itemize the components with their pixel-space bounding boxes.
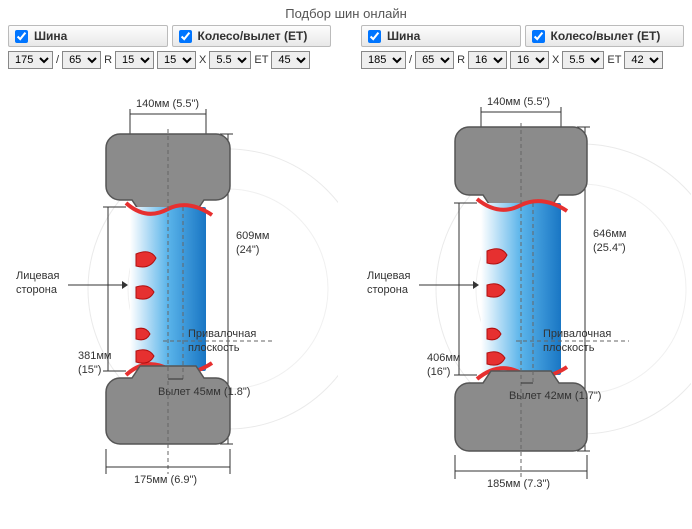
dim-outer-left: 609мм: [236, 230, 269, 242]
wheel-checkbox-right[interactable]: [532, 30, 545, 43]
right-column: Шина Колесо/вылет (ET) 185 / 65 R 16 16 …: [361, 25, 684, 509]
dim-bottom-left: 175мм (6.9"): [134, 474, 197, 486]
face-side2-left: сторона: [16, 284, 58, 296]
face-side-left: Лицевая: [16, 270, 59, 282]
rimd-select-left[interactable]: 15: [115, 51, 154, 69]
r-label: R: [104, 54, 112, 66]
dim-outer2-right: (25.4"): [593, 242, 626, 254]
rimd-select-right[interactable]: 16: [468, 51, 507, 69]
dim-bottom-right: 185мм (7.3"): [487, 478, 550, 490]
rimw-select-left[interactable]: 5.5: [209, 51, 251, 69]
offset-right: Вылет 42мм (1.7"): [509, 390, 601, 402]
face-side2-right: сторона: [367, 284, 409, 296]
offset-left: Вылет 45мм (1.8"): [158, 386, 250, 398]
tire-header-label-r: Шина: [387, 29, 420, 43]
et-select-right[interactable]: 42: [624, 51, 663, 69]
rimd2-select-right[interactable]: 16: [510, 51, 549, 69]
wheel-header-label: Колесо/вылет (ET): [198, 29, 308, 43]
controls-left: 175 / 65 R 15 15 X 5.5 ET 45: [8, 51, 331, 69]
rimw-select-right[interactable]: 5.5: [562, 51, 604, 69]
tire-header-label: Шина: [34, 29, 67, 43]
dim-top-left: 140мм (5.5"): [136, 98, 199, 110]
rimd2-select-left[interactable]: 15: [157, 51, 196, 69]
aspect-select-left[interactable]: 65: [62, 51, 101, 69]
dim-inner2-left: (15"): [78, 364, 101, 376]
slash: /: [56, 54, 59, 66]
x-label: X: [199, 54, 206, 66]
tire-checkbox-left[interactable]: [15, 30, 28, 43]
dim-inner2-right: (16"): [427, 366, 450, 378]
width-select-right[interactable]: 185: [361, 51, 406, 69]
tire-header-left[interactable]: Шина: [8, 25, 168, 47]
et-label: ET: [254, 54, 268, 66]
wheel-header-right[interactable]: Колесо/вылет (ET): [525, 25, 685, 47]
left-column: Шина Колесо/вылет (ET) 175 / 65 R 15 15 …: [8, 25, 331, 509]
dim-inner-left: 381мм: [78, 350, 111, 362]
tire-checkbox-right[interactable]: [368, 30, 381, 43]
aspect-select-right[interactable]: 65: [415, 51, 454, 69]
mount-plane-right: Привалочная: [543, 328, 611, 340]
diagram-left: 140мм (5.5") 609мм (24"): [8, 79, 331, 509]
mount-plane2-right: плоскость: [543, 342, 595, 354]
page-title: Подбор шин онлайн: [0, 0, 692, 25]
wheel-header-left[interactable]: Колесо/вылет (ET): [172, 25, 332, 47]
et-select-left[interactable]: 45: [271, 51, 310, 69]
dim-top-right: 140мм (5.5"): [487, 96, 550, 108]
dim-inner-right: 406мм: [427, 352, 460, 364]
width-select-left[interactable]: 175: [8, 51, 53, 69]
mount-plane2-left: плоскость: [188, 342, 240, 354]
dim-outer-right: 646мм: [593, 228, 626, 240]
mount-plane-left: Привалочная: [188, 328, 256, 340]
controls-right: 185 / 65 R 16 16 X 5.5 ET 42: [361, 51, 684, 69]
dim-outer2-left: (24"): [236, 244, 259, 256]
diagram-right: 140мм (5.5") 646мм (25.4"): [361, 79, 684, 509]
wheel-checkbox-left[interactable]: [179, 30, 192, 43]
tire-header-right[interactable]: Шина: [361, 25, 521, 47]
wheel-header-label-r: Колесо/вылет (ET): [551, 29, 661, 43]
face-side-right: Лицевая: [367, 270, 410, 282]
